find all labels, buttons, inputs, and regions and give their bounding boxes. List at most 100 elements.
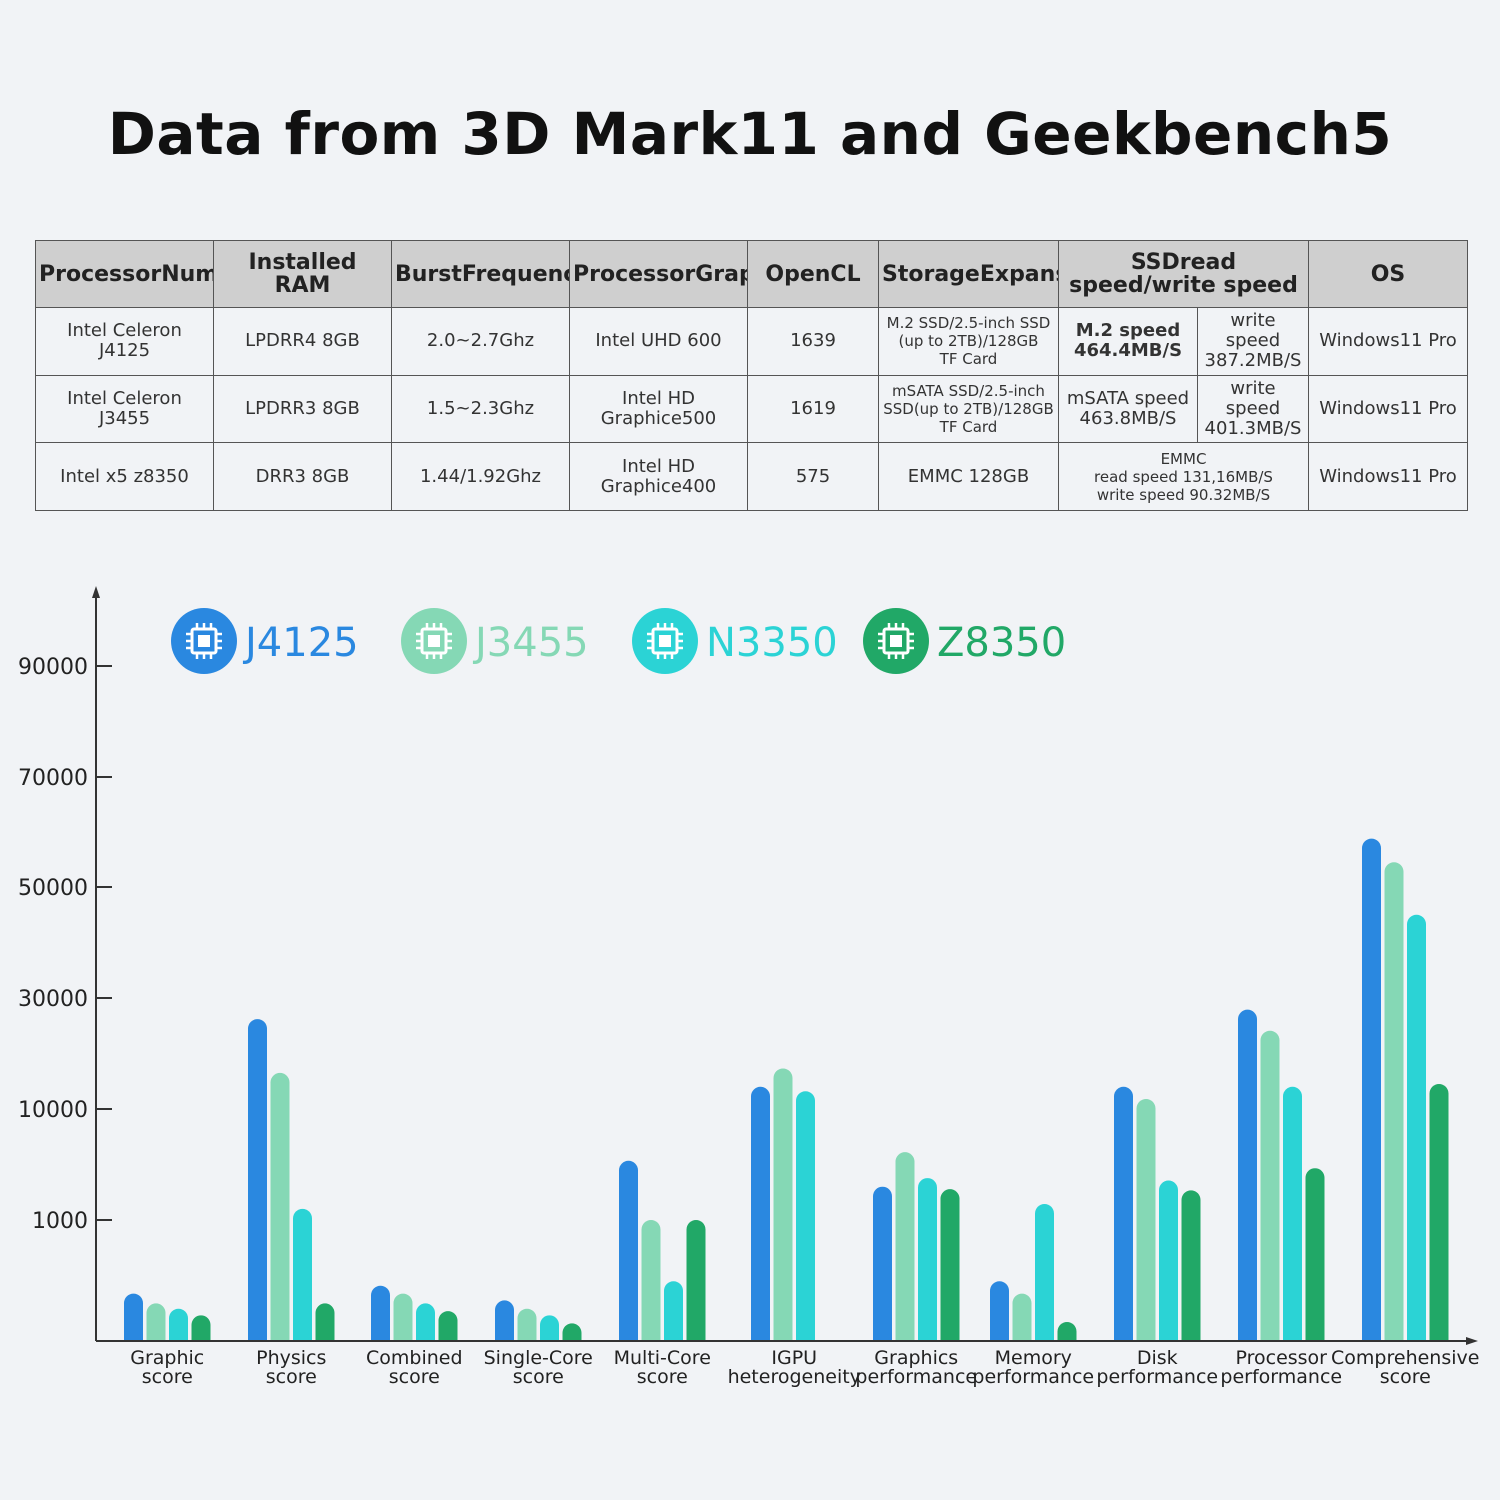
x-tick-label: Disk: [1137, 1347, 1178, 1369]
x-tick-label: Graphic: [130, 1347, 204, 1369]
bar-n3350: [1035, 1203, 1054, 1340]
bar-chart: 90000700005000030000100001000Graphicscor…: [18, 586, 1479, 1388]
y-tick-label: 1000: [32, 1209, 88, 1234]
x-tick-label: performance: [855, 1366, 977, 1388]
bar-j3455: [1012, 1293, 1032, 1340]
cell-os: Windows11 Pro: [1308, 374, 1468, 444]
table-row: Intel Celeron J3455 LPDRR3 8GB 1.5~2.3Gh…: [35, 374, 1468, 444]
header-ssd-speed: SSDread speed/write speed: [1058, 240, 1309, 308]
bar-n3350: [293, 1208, 312, 1340]
cell-ram: LPDRR4 8GB: [213, 307, 392, 376]
header-installed-ram: Installed RAM: [213, 240, 392, 308]
x-tick-label: score: [637, 1366, 688, 1388]
cell-processor: Intel Celeron J4125: [35, 307, 214, 376]
bar-z8350: [315, 1303, 335, 1340]
cell-graphics: Intel HD Graphice500: [569, 374, 748, 444]
cell-storage: M.2 SSD/2.5-inch SSD (up to 2TB)/128GB TF …: [878, 307, 1059, 376]
bar-z8350: [562, 1323, 582, 1340]
bar-j4125: [248, 1019, 267, 1340]
bar-j4125: [751, 1086, 770, 1340]
x-tick-label: performance: [1220, 1366, 1342, 1388]
y-tick-label: 50000: [18, 876, 88, 901]
y-tick-label: 70000: [18, 766, 88, 791]
cell-frequency: 1.5~2.3Ghz: [391, 374, 570, 444]
cell-opencl: 1639: [747, 307, 879, 376]
cell-ram: DRR3 8GB: [213, 442, 392, 511]
legend-chip-icon: [428, 635, 440, 647]
bar-n3350: [918, 1178, 937, 1340]
x-tick-label: Processor: [1235, 1347, 1327, 1369]
page-title: Data from 3D Mark11 and Geekbench5: [107, 100, 1393, 168]
x-tick-label: IGPU: [771, 1347, 817, 1369]
legend-chip-icon: [890, 635, 902, 647]
cell-write-speed: write speed 387.2MB/S: [1197, 307, 1309, 376]
bar-j4125: [1238, 1009, 1257, 1340]
bar-z8350: [1057, 1322, 1077, 1340]
cell-storage: EMMC 128GB: [878, 442, 1059, 511]
x-tick-label: performance: [972, 1366, 1094, 1388]
legend-label-j3455: J3455: [472, 620, 589, 666]
bar-z8350: [191, 1315, 211, 1340]
bar-j4125: [124, 1293, 143, 1340]
table-row: Intel x5 z8350 DRR3 8GB 1.44/1.92Ghz Int…: [35, 442, 1468, 511]
x-tick-label: performance: [1096, 1366, 1218, 1388]
x-tick-label: score: [266, 1366, 317, 1388]
x-tick-label: score: [1380, 1366, 1431, 1388]
x-tick-label: Comprehensive: [1331, 1347, 1479, 1369]
cell-ram: LPDRR3 8GB: [213, 374, 392, 444]
bar-j4125: [1114, 1086, 1133, 1340]
bar-j3455: [1384, 862, 1404, 1340]
x-tick-label: score: [389, 1366, 440, 1388]
bar-j3455: [146, 1303, 166, 1340]
x-axis-arrow-icon: [1466, 1337, 1478, 1345]
x-tick-label: Multi-Core: [614, 1347, 711, 1369]
cell-storage: mSATA SSD/2.5-inch SSD(up to 2TB)/128GB TF…: [878, 374, 1059, 444]
bar-n3350: [1159, 1180, 1178, 1340]
bar-j3455: [641, 1220, 661, 1340]
bar-j3455: [517, 1308, 537, 1340]
bar-j3455: [1136, 1099, 1156, 1340]
header-burst-frequency: BurstFrequency: [391, 240, 570, 308]
cell-opencl: 1619: [747, 374, 879, 444]
bar-n3350: [416, 1303, 435, 1340]
cell-graphics: Intel HD Graphice400: [569, 442, 748, 511]
bar-j4125: [619, 1160, 638, 1340]
x-tick-label: score: [513, 1366, 564, 1388]
bar-z8350: [686, 1220, 706, 1340]
bar-j4125: [1362, 838, 1381, 1340]
x-tick-label: heterogeneity: [728, 1366, 861, 1388]
cell-os: Windows11 Pro: [1308, 442, 1468, 511]
bar-n3350: [664, 1281, 683, 1340]
y-tick-label: 10000: [18, 1098, 88, 1123]
bar-n3350: [540, 1315, 559, 1340]
header-processor-number: ProcessorNumber: [35, 240, 214, 308]
legend-label-z8350: Z8350: [937, 620, 1066, 666]
x-tick-label: Physics: [256, 1347, 326, 1369]
bar-z8350: [940, 1189, 960, 1340]
cell-emmc-speed: EMMC read speed 131,16MB/S write speed 90.…: [1058, 442, 1309, 511]
y-axis-arrow-icon: [92, 586, 100, 598]
bar-z8350: [1305, 1168, 1325, 1340]
cell-processor: Intel Celeron J3455: [35, 374, 214, 444]
legend-chip-icon: [198, 635, 210, 647]
cell-opencl: 575: [747, 442, 879, 511]
x-tick-label: Combined: [366, 1347, 463, 1369]
bar-n3350: [1283, 1086, 1302, 1340]
legend-label-j4125: J4125: [242, 620, 359, 666]
bar-j3455: [895, 1152, 915, 1340]
bar-n3350: [1407, 914, 1426, 1340]
table-row: Intel Celeron J4125 LPDRR4 8GB 2.0~2.7Gh…: [35, 307, 1468, 376]
bar-j4125: [990, 1281, 1009, 1340]
cell-graphics: Intel UHD 600: [569, 307, 748, 376]
bar-z8350: [1181, 1190, 1201, 1340]
x-tick-label: Single-Core: [484, 1347, 593, 1369]
header-storage-expansion: StorageExpansion: [878, 240, 1059, 308]
cell-read-speed: M.2 speed 464.4MB/S: [1058, 307, 1198, 376]
bar-j4125: [371, 1285, 390, 1340]
bar-z8350: [1429, 1084, 1449, 1340]
legend-chip-icon: [659, 635, 671, 647]
table-header-row: ProcessorNumber Installed RAM BurstFrequ…: [35, 240, 1468, 308]
cell-write-speed: write speed 401.3MB/S: [1197, 374, 1309, 444]
bar-j4125: [873, 1186, 892, 1340]
bar-z8350: [438, 1311, 458, 1340]
